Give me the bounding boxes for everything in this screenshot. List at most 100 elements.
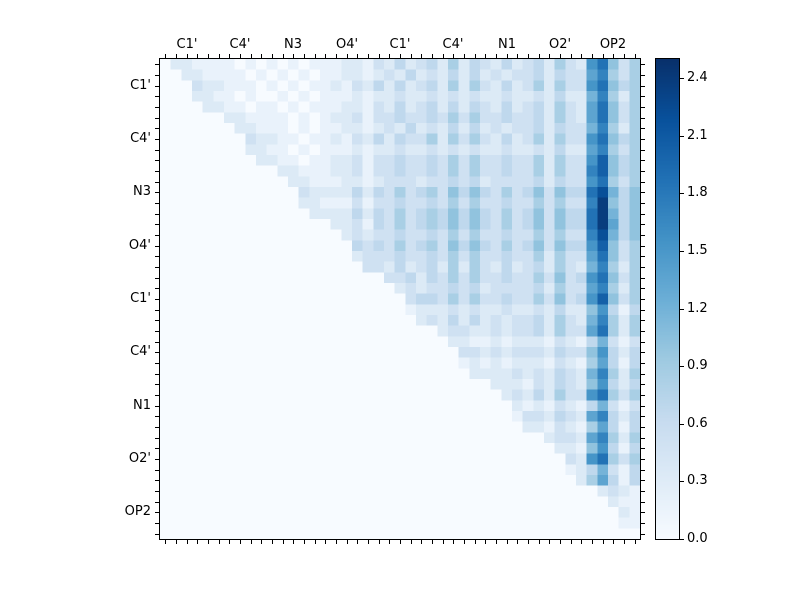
x-axis-tick [411,54,412,58]
colorbar [655,58,680,540]
y-axis-tick [641,342,645,343]
y-axis-tick [641,256,645,257]
x-axis-tick-label: C4' [229,37,251,52]
x-axis-tick [528,540,529,544]
y-axis-tick [155,139,159,140]
y-axis-tick [155,523,159,524]
x-axis-tick [517,540,518,544]
y-axis-tick [155,107,159,108]
y-axis-tick [155,384,159,385]
y-axis-tick-label: O4' [128,238,151,253]
colorbar-tick-label: 2.1 [687,128,708,143]
x-axis-tick [219,54,220,58]
y-axis-tick [641,150,645,151]
x-axis-tick [347,54,348,58]
x-axis-tick [624,540,625,544]
x-axis-tick-label: O2' [548,37,572,52]
x-axis-tick [475,540,476,544]
y-axis-tick [641,64,645,65]
x-axis-tick [400,54,401,58]
x-axis-tick [613,540,614,544]
y-axis-tick [155,491,159,492]
y-axis-tick [641,406,645,407]
x-axis-tick [315,54,316,58]
y-axis-tick [641,448,645,449]
x-axis-tick [347,540,348,544]
colorbar-tick [680,424,684,425]
y-axis-tick [641,512,645,513]
y-axis-tick [155,96,159,97]
colorbar-tick-label: 1.8 [687,185,708,200]
y-axis-tick [155,75,159,76]
y-axis-tick [641,224,645,225]
y-axis-tick [641,182,645,183]
x-axis-tick [581,540,582,544]
x-axis-tick [485,540,486,544]
y-axis-tick [155,448,159,449]
x-axis-tick [592,54,593,58]
x-axis-tick [272,54,273,58]
x-axis-tick [240,54,241,58]
y-axis-tick [155,459,159,460]
y-axis-tick [641,235,645,236]
y-axis-tick [155,299,159,300]
x-axis-tick [592,540,593,544]
x-axis-tick [261,54,262,58]
x-axis-tick [464,540,465,544]
y-axis-tick [155,192,159,193]
y-axis-tick [155,256,159,257]
x-axis-tick [197,540,198,544]
colorbar-tick [680,366,684,367]
y-axis-tick-label: C4' [130,344,151,359]
x-axis-tick [251,54,252,58]
y-axis-tick [641,470,645,471]
y-axis-tick [155,427,159,428]
x-axis-tick-label: C4' [442,37,464,52]
x-axis-tick [283,540,284,544]
y-axis-tick [155,288,159,289]
y-axis-tick-label: N1 [133,398,151,413]
y-axis-tick-label: C1' [130,78,151,93]
x-axis-tick [400,540,401,544]
x-axis-tick [635,54,636,58]
y-axis-tick [155,128,159,129]
y-axis-tick [155,203,159,204]
colorbar-tick [680,309,684,310]
x-axis-tick [208,54,209,58]
y-axis-tick [155,480,159,481]
y-axis-tick [155,171,159,172]
x-axis-tick [421,540,422,544]
colorbar-tick-label: 0.9 [687,358,708,373]
x-axis-tick [357,540,358,544]
x-axis-tick [613,54,614,58]
y-axis-tick [155,118,159,119]
x-axis-tick [549,540,550,544]
y-axis-tick [641,75,645,76]
y-axis-tick [641,299,645,300]
y-axis-tick [155,406,159,407]
y-axis-tick [641,310,645,311]
x-axis-tick [219,540,220,544]
y-axis-tick [641,107,645,108]
x-axis-tick [603,54,604,58]
x-axis-tick [635,540,636,544]
y-axis-tick [155,246,159,247]
y-axis-tick [155,320,159,321]
colorbar-tick-label: 0.3 [687,473,708,488]
x-axis-tick [496,54,497,58]
y-axis-tick [155,438,159,439]
y-axis-tick [155,86,159,87]
x-axis-tick [389,54,390,58]
colorbar-tick [680,539,684,540]
x-axis-tick [453,54,454,58]
x-axis-tick [176,54,177,58]
x-axis-tick [379,54,380,58]
x-axis-tick [368,540,369,544]
x-axis-tick [549,54,550,58]
y-axis-tick [641,459,645,460]
x-axis-tick [443,540,444,544]
x-axis-tick [325,54,326,58]
x-axis-tick [229,540,230,544]
x-axis-tick [581,54,582,58]
y-axis-tick [155,214,159,215]
